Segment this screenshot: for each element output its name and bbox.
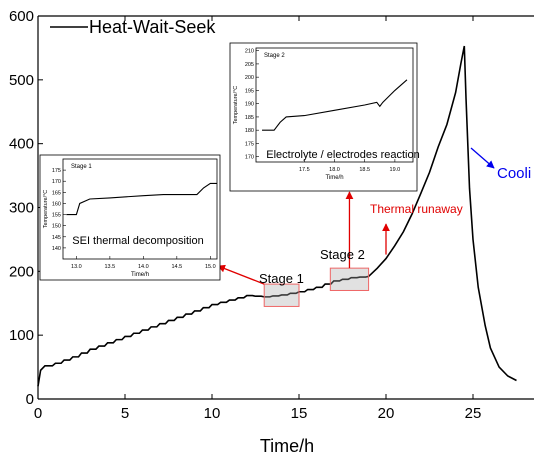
y-tick-label: 200	[9, 263, 34, 280]
y-tick-label: 100	[9, 327, 34, 344]
inset-x-tick-label: 19.0	[390, 167, 401, 173]
inset-y-label: Temperature/°C	[43, 190, 49, 229]
inset-frame	[229, 42, 418, 192]
inset-y-tick-label: 160	[52, 201, 61, 207]
inset-y-tick-label: 170	[52, 179, 61, 185]
x-tick-label: 15	[291, 405, 308, 422]
inset-y-label: Temperature/°C	[233, 86, 239, 125]
inset-stage-1: 13.0 13.5 14.0 14.5 15.0 140 145 150 155 160 165 17…	[39, 154, 221, 281]
series-line-heat-wait-seek	[37, 45, 517, 387]
inset-x-tick-label: 13.0	[71, 264, 82, 270]
y-tick-label: 500	[9, 72, 34, 89]
inset-x-tick-label: 13.5	[105, 264, 116, 270]
inset-stage-2: 17.5 18.0 18.5 19.0 170 175 180 185 190 195 200 205…	[229, 42, 420, 192]
inset-title: Stage 1	[71, 164, 92, 170]
y-tick-label: 0	[26, 391, 34, 408]
inset-x-tick-label: 14.0	[138, 264, 149, 270]
inset-y-tick-label: 175	[52, 168, 61, 174]
inset-y-tick-label: 195	[245, 88, 254, 94]
x-tick-label: 5	[121, 405, 129, 422]
inset-frame	[39, 154, 221, 281]
inset-plot-frame	[62, 158, 218, 260]
x-axis-label: Time/h	[260, 436, 314, 456]
inset-series-line	[66, 182, 217, 216]
arrow-cooling	[470, 147, 495, 169]
inset-title: Stage 2	[264, 53, 285, 59]
inset-y-tick-label: 145	[52, 235, 61, 241]
inset-x-label: Time/h	[131, 272, 149, 278]
main-series-group	[37, 45, 517, 387]
arrow-stage-1	[217, 264, 265, 285]
inset-caption: SEI thermal decomposition	[72, 235, 203, 247]
inset-x-tick-label: 14.5	[171, 264, 182, 270]
stage-1-box	[263, 283, 300, 307]
inset-y-tick-label: 140	[52, 246, 61, 252]
y-tick-label: 600	[9, 8, 34, 25]
annotation-arrows	[217, 147, 495, 285]
inset-x-tick-label: 18.5	[359, 167, 370, 173]
inset-y-tick-label: 180	[245, 128, 254, 134]
inset-series-line	[262, 79, 408, 131]
x-tick-label: 10	[204, 405, 221, 422]
inset-y-tick-label: 165	[52, 190, 61, 196]
inset-x-label: Time/h	[325, 175, 343, 181]
annotation-stage-1: Stage 1	[259, 271, 304, 286]
inset-y-tick-label: 185	[245, 115, 254, 121]
x-tick-label: 25	[465, 405, 482, 422]
annotation-cooling: Cooli	[497, 165, 531, 182]
inset-x-tick-label: 17.5	[299, 167, 310, 173]
inset-y-tick-label: 155	[52, 213, 61, 219]
annotation-thermal-runaway: Thermal runaway	[370, 202, 463, 216]
inset-x-tick-label: 18.0	[329, 167, 340, 173]
inset-y-tick-label: 210	[245, 49, 254, 55]
x-tick-label: 0	[34, 405, 42, 422]
inset-y-tick-label: 205	[245, 62, 254, 68]
main-axis-ticks: 0 5 10 15 20 25 0 100 200 300 400 500 600	[9, 8, 481, 422]
highlight-boxes	[263, 267, 370, 307]
legend-label: Heat-Wait-Seek	[89, 17, 216, 37]
y-tick-label: 400	[9, 136, 34, 153]
inset-x-tick-label: 15.0	[205, 264, 216, 270]
stage-2-box	[329, 267, 370, 291]
x-tick-label: 20	[378, 405, 395, 422]
inset-y-tick-label: 170	[245, 155, 254, 161]
inset-y-tick-label: 190	[245, 102, 254, 108]
inset-y-tick-label: 200	[245, 75, 254, 81]
inset-y-tick-label: 175	[245, 141, 254, 147]
y-tick-label: 300	[9, 200, 34, 217]
inset-y-tick-label: 150	[52, 224, 61, 230]
annotation-stage-2: Stage 2	[320, 247, 365, 262]
inset-caption: Electrolyte / electrodes reaction	[266, 149, 419, 161]
